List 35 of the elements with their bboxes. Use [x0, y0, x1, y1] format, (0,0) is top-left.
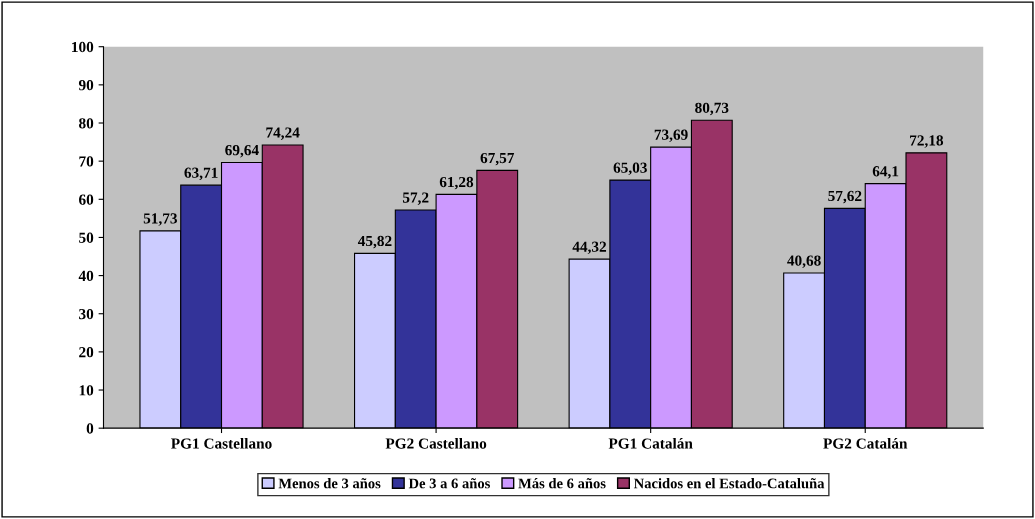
x-tick-label: PG2 Catalán [823, 437, 908, 449]
y-tick-label: 100 [72, 41, 94, 53]
data-label: 67,57 [480, 152, 515, 166]
data-label: 65,03 [613, 162, 647, 176]
y-tick-label: 20 [79, 347, 94, 358]
data-label: 51,73 [143, 213, 178, 226]
data-label: 57,62 [828, 190, 862, 204]
y-tick-label: 60 [79, 194, 94, 205]
y-tick-label: 10 [79, 385, 94, 396]
x-tick-label: PG1 Catalán [608, 437, 693, 449]
data-label: 80,73 [695, 102, 729, 116]
y-tick-label: 80 [79, 118, 94, 129]
data-label: 72,18 [910, 135, 944, 148]
x-tick-label: PG2 Castellano [385, 437, 487, 449]
data-label: 64,1 [872, 166, 899, 179]
y-tick-label: 70 [79, 156, 94, 167]
legend-label: Nacidos en el Estado-Cataluña [633, 478, 825, 489]
y-tick-label: 40 [78, 270, 94, 282]
data-label: 63,71 [184, 167, 218, 181]
data-label: 73,69 [654, 129, 688, 143]
x-tick-label: PG1 Castellano [171, 437, 272, 449]
data-label: 40,68 [787, 255, 821, 268]
legend-label: Menos de 3 años [278, 478, 381, 489]
y-tick-label: 50 [79, 232, 94, 243]
data-label: 74,24 [266, 127, 300, 140]
y-tick-label: 30 [79, 308, 94, 320]
y-tick-label: 90 [78, 80, 94, 91]
data-label: 69,64 [225, 144, 259, 158]
legend-label: De 3 a 6 años [408, 478, 490, 489]
legend-label: Más de 6 años [518, 478, 606, 489]
data-label: 45,82 [357, 235, 392, 249]
data-label: 61,28 [439, 176, 474, 190]
data-label: 57,2 [402, 192, 429, 205]
data-label: 44,32 [572, 241, 607, 255]
y-tick-label: 0 [86, 423, 94, 434]
